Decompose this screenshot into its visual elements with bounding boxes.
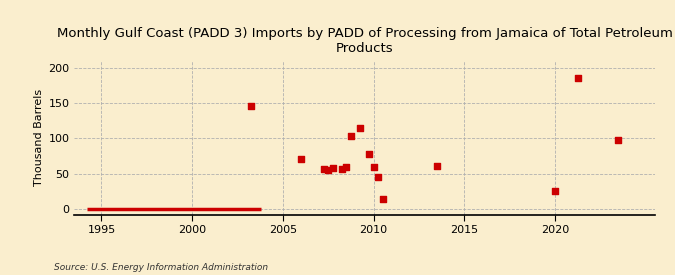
Point: [549, 189, 560, 193]
Title: Monthly Gulf Coast (PADD 3) Imports by PADD of Processing from Jamaica of Total : Monthly Gulf Coast (PADD 3) Imports by P…: [57, 27, 672, 55]
Point: [572, 76, 583, 80]
Point: [368, 165, 379, 169]
Point: [354, 126, 365, 131]
Point: [341, 165, 352, 169]
Point: [323, 168, 333, 172]
Text: Source: U.S. Energy Information Administration: Source: U.S. Energy Information Administ…: [54, 263, 268, 272]
Point: [364, 152, 375, 156]
Point: [336, 166, 347, 171]
Point: [377, 197, 388, 201]
Point: [373, 175, 383, 179]
Y-axis label: Thousand Barrels: Thousand Barrels: [34, 89, 44, 186]
Point: [327, 166, 338, 170]
Point: [319, 167, 329, 172]
Point: [346, 134, 356, 138]
Point: [246, 103, 256, 108]
Point: [432, 164, 443, 169]
Point: [613, 138, 624, 142]
Point: [296, 157, 306, 162]
